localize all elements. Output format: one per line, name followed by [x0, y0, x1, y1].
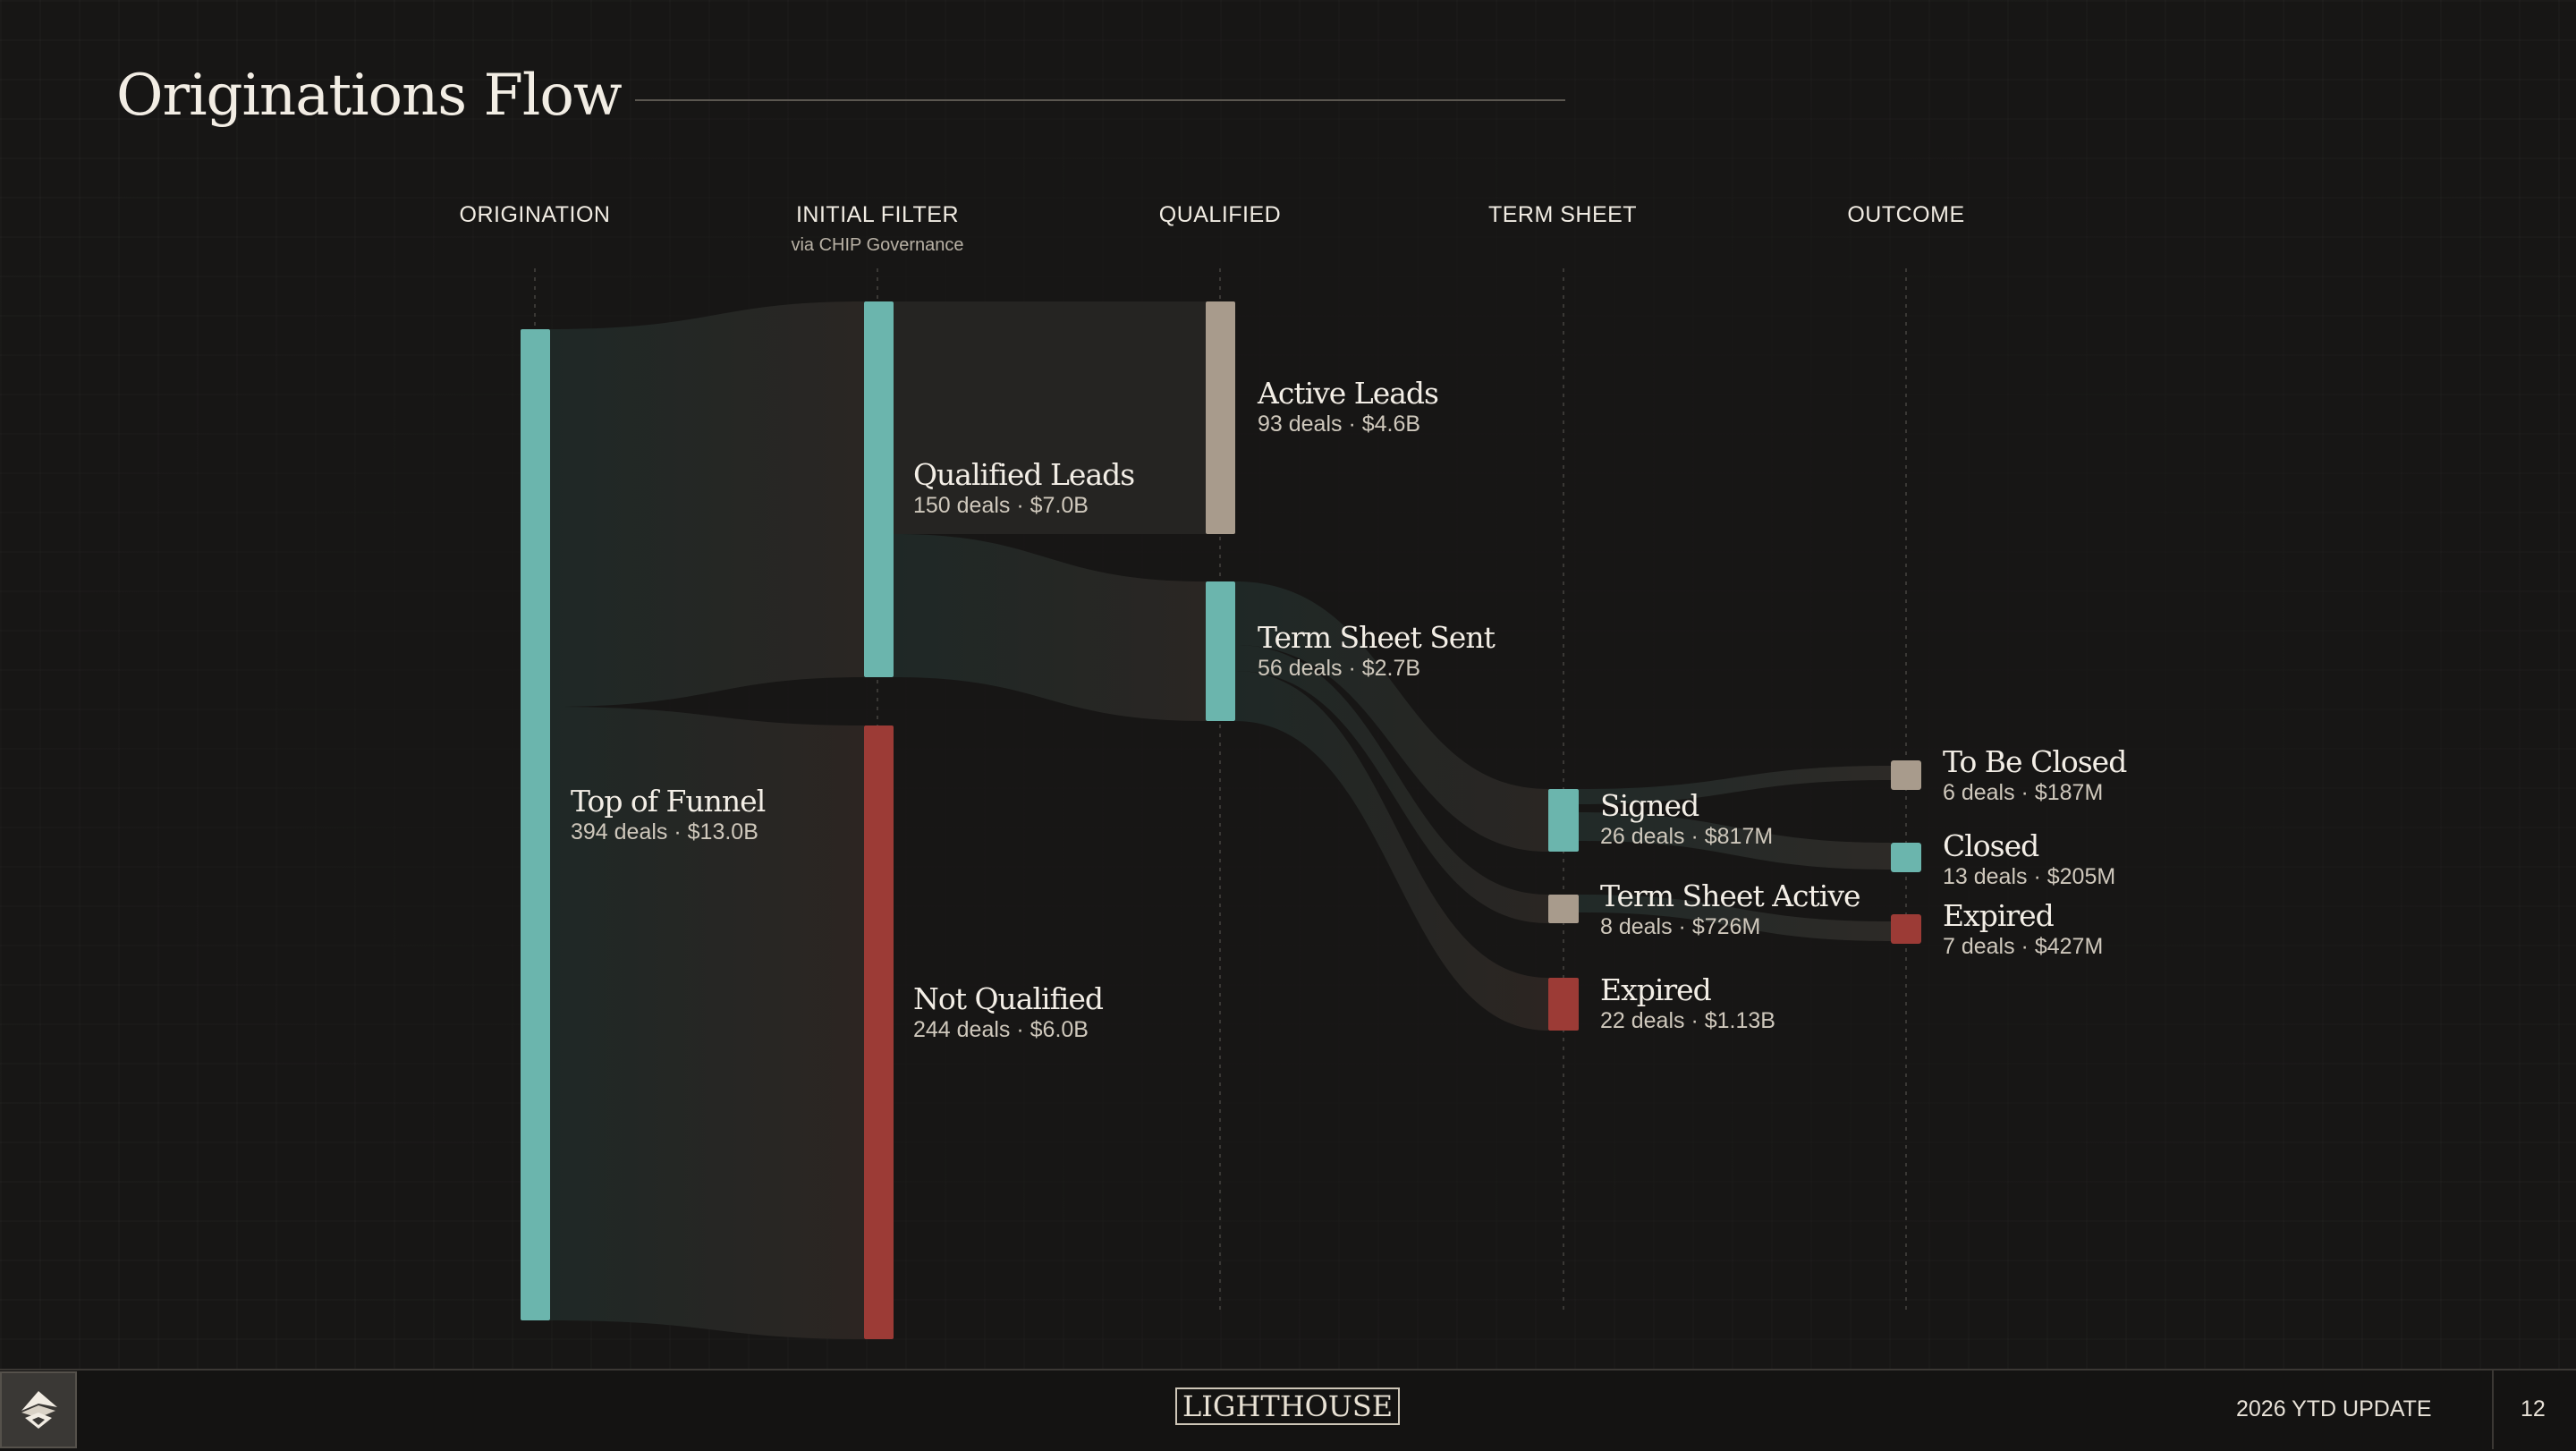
node-bar-qualified-leads [864, 301, 894, 677]
node-bar-to-be-closed [1891, 760, 1921, 790]
node-stats: 26 deals · $817M [1600, 824, 1774, 849]
node-name: To Be Closed [1943, 744, 2127, 779]
flow-term-sheet-to-signed [1235, 581, 1548, 852]
node-stats: 6 deals · $187M [1943, 780, 2104, 805]
node-name: Signed [1600, 788, 1699, 823]
node-bar-top-of-funnel [521, 329, 550, 1320]
app-logo[interactable] [0, 1371, 77, 1448]
node-bar-expired-term-sheet [1548, 978, 1579, 1031]
node-label-expired-term-sheet: Expired 22 deals · $1.13B [1600, 973, 1775, 1034]
node-stats: 394 deals · $13.0B [571, 819, 758, 844]
node-stats: 13 deals · $205M [1943, 864, 2116, 889]
node-bar-signed [1548, 789, 1579, 852]
node-bar-expired-outcome [1891, 914, 1921, 944]
node-label-not-qualified: Not Qualified 244 deals · $6.0B [913, 981, 1104, 1043]
lighthouse-logo-icon [21, 1391, 57, 1429]
node-label-top-of-funnel: Top of Funnel 394 deals · $13.0B [571, 784, 766, 845]
node-name: Expired [1943, 898, 2055, 933]
node-stats: 244 deals · $6.0B [913, 1017, 1089, 1042]
node-bar-not-qualified [864, 726, 894, 1339]
page-title: Originations Flow [116, 63, 623, 129]
flow-qualified-to-active-leads [894, 301, 1206, 534]
stage-subheader-initial-filter: via CHIP Governance [791, 235, 964, 255]
node-stats: 22 deals · $1.13B [1600, 1008, 1775, 1033]
flow-active-to-expired [1579, 895, 1891, 941]
page-number: 12 [2521, 1396, 2546, 1421]
flow-qualified-to-term-sheet-sent [894, 534, 1206, 721]
footer-divider [2492, 1369, 2494, 1449]
node-name: Expired [1600, 972, 1712, 1007]
node-name: Term Sheet Sent [1258, 620, 1496, 655]
node-bar-active-leads [1206, 301, 1235, 534]
node-name: Qualified Leads [913, 457, 1135, 492]
flow-signed-to-to-be-closed [1579, 766, 1891, 804]
sankey-diagram [521, 268, 1921, 1339]
brand-wordmark: LIGHTHOUSE [1175, 1387, 1401, 1425]
footer-update-label: 2026 YTD UPDATE [2236, 1396, 2432, 1421]
flow-top-to-not-qualified [550, 707, 864, 1339]
node-label-expired-outcome: Expired 7 deals · $427M [1943, 899, 2103, 960]
stage-header-origination: ORIGINATION [459, 202, 611, 227]
title-divider [635, 99, 1565, 101]
node-label-to-be-closed: To Be Closed 6 deals · $187M [1943, 744, 2127, 806]
node-label-active-leads: Active Leads 93 deals · $4.6B [1258, 376, 1439, 437]
node-label-closed: Closed 13 deals · $205M [1943, 829, 2115, 890]
flow-signed-to-closed [1579, 812, 1891, 870]
footer-bar [0, 1369, 2576, 1451]
node-stats: 7 deals · $427M [1943, 934, 2104, 959]
flow-top-to-qualified-leads [550, 301, 864, 707]
node-bar-term-sheet-active [1548, 895, 1579, 923]
node-label-term-sheet-active: Term Sheet Active 8 deals · $726M [1600, 878, 1861, 940]
node-name: Active Leads [1258, 376, 1439, 411]
node-label-term-sheet-sent: Term Sheet Sent 56 deals · $2.7B [1258, 620, 1496, 682]
node-label-qualified-leads: Qualified Leads 150 deals · $7.0B [913, 457, 1135, 519]
stage-header-initial-filter: INITIAL FILTER [795, 202, 960, 227]
node-label-signed: Signed 26 deals · $817M [1600, 789, 1773, 850]
stage-header-qualified: QUALIFIED [1158, 202, 1282, 227]
node-name: Top of Funnel [571, 784, 766, 819]
flow-term-sheet-to-expired [1235, 671, 1548, 1031]
stage-header-outcome: OUTCOME [1847, 202, 1965, 227]
stage-header-term-sheet: TERM SHEET [1487, 202, 1638, 227]
node-stats: 93 deals · $4.6B [1258, 412, 1421, 437]
node-bar-closed [1891, 843, 1921, 872]
node-stats: 56 deals · $2.7B [1258, 656, 1421, 681]
node-bar-term-sheet-sent [1206, 581, 1235, 721]
node-stats: 8 deals · $726M [1600, 914, 1761, 939]
node-name: Closed [1943, 828, 2039, 863]
node-name: Term Sheet Active [1600, 878, 1861, 913]
flow-term-sheet-to-active [1235, 645, 1548, 923]
node-stats: 150 deals · $7.0B [913, 493, 1089, 518]
node-name: Not Qualified [913, 981, 1104, 1016]
